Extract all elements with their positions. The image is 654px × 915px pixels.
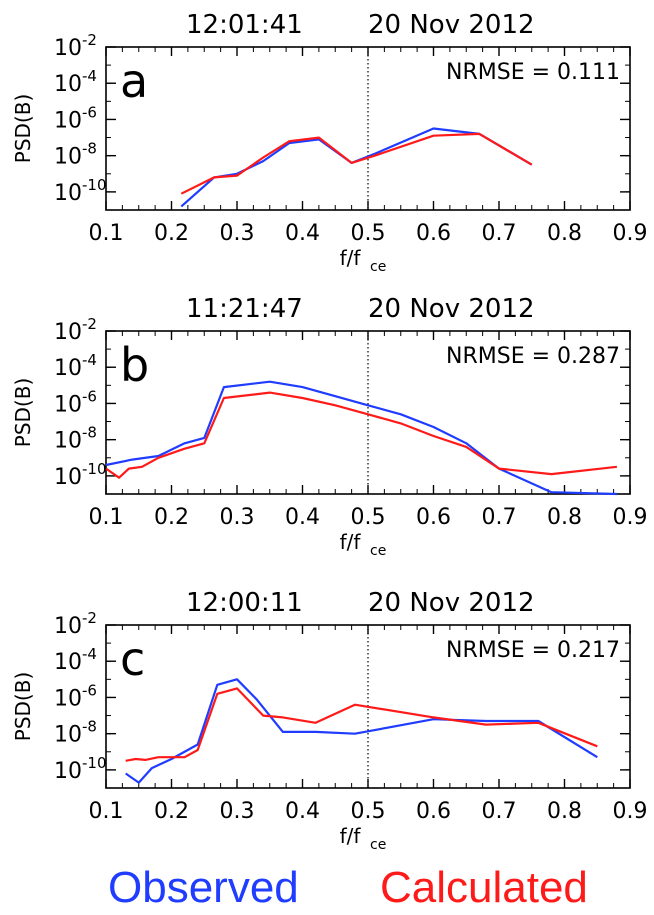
y-tick-label-base: 10 bbox=[54, 145, 82, 170]
x-tick-label: 0.8 bbox=[547, 799, 582, 824]
y-tick-label-base: 10 bbox=[54, 650, 82, 675]
x-tick-label: 0.6 bbox=[416, 221, 451, 246]
x-tick-label: 0.1 bbox=[89, 221, 124, 246]
y-axis-label: PSD(B) bbox=[11, 378, 35, 447]
panels: 12:01:41 20 Nov 2012 0.1 0.2 0.3 0.4 0.5 0.6 0.7… bbox=[11, 10, 648, 853]
y-tick-label-exponent: -2 bbox=[82, 31, 97, 49]
series-line-observed bbox=[180, 127, 533, 208]
y-tick-label-base: 10 bbox=[54, 465, 82, 490]
x-axis-label-subscript: ce bbox=[370, 259, 386, 275]
x-tick-label: 0.4 bbox=[285, 505, 320, 530]
y-tick-label-base: 10 bbox=[54, 36, 82, 61]
series-line-calculated bbox=[180, 132, 533, 195]
y-tick-label-base: 10 bbox=[54, 181, 82, 206]
y-tick-label-base: 10 bbox=[54, 429, 82, 454]
x-tick-label: 0.6 bbox=[416, 505, 451, 530]
x-tick-label: 0.5 bbox=[351, 505, 386, 530]
x-axis-label: f/f bbox=[340, 824, 362, 848]
x-tick-label: 0.9 bbox=[613, 221, 648, 246]
y-tick-label-base: 10 bbox=[54, 759, 82, 784]
x-tick-label: 0.7 bbox=[482, 799, 517, 824]
x-tick-label: 0.6 bbox=[416, 799, 451, 824]
y-tick-label-base: 10 bbox=[54, 108, 82, 133]
series-line-observed bbox=[105, 380, 617, 496]
panel-c: 12:00:11 20 Nov 2012 0.1 0.2 0.3 0.4 0.5 0.6 0.7… bbox=[11, 588, 648, 853]
panel-title-date: 20 Nov 2012 bbox=[368, 294, 535, 324]
x-tick-label: 0.7 bbox=[482, 505, 517, 530]
y-tick-label-base: 10 bbox=[54, 614, 82, 639]
y-tick-label-exponent: -6 bbox=[82, 103, 97, 121]
x-tick-label: 0.4 bbox=[285, 221, 320, 246]
nrmse-annotation: NRMSE = 0.111 bbox=[446, 60, 620, 85]
x-tick-label: 0.3 bbox=[220, 505, 255, 530]
nrmse-annotation: NRMSE = 0.217 bbox=[446, 638, 620, 663]
y-tick-label-exponent: -8 bbox=[82, 718, 97, 736]
x-tick-label: 0.3 bbox=[220, 221, 255, 246]
y-axis-label: PSD(B) bbox=[11, 94, 35, 163]
y-tick-label-base: 10 bbox=[54, 356, 82, 381]
x-tick-label: 0.5 bbox=[351, 221, 386, 246]
legend: Observed Calculated bbox=[108, 863, 588, 912]
y-tick-label-base: 10 bbox=[54, 723, 82, 748]
x-axis-label: f/f bbox=[340, 530, 362, 554]
x-tick-label: 0.9 bbox=[613, 505, 648, 530]
x-tick-label: 0.8 bbox=[547, 221, 582, 246]
y-tick-label-exponent: -8 bbox=[82, 140, 97, 158]
y-axis-label: PSD(B) bbox=[11, 672, 35, 741]
series-line-calculated bbox=[105, 391, 618, 479]
x-tick-label: 0.1 bbox=[89, 505, 124, 530]
y-tick-label-exponent: -6 bbox=[82, 681, 97, 699]
panel-title-time: 12:01:41 bbox=[186, 10, 303, 40]
legend-observed: Observed bbox=[108, 863, 299, 912]
series-line-calculated bbox=[125, 687, 598, 762]
y-tick-label-exponent: -4 bbox=[82, 67, 97, 85]
panel-b: 11:21:47 20 Nov 2012 0.1 0.2 0.3 0.4 0.5 0.6 0.7… bbox=[11, 294, 648, 559]
y-tick-label-exponent: -4 bbox=[82, 645, 97, 663]
y-tick-label-exponent: -6 bbox=[82, 387, 97, 405]
y-tick-label-exponent: -10 bbox=[82, 460, 107, 478]
x-tick-label: 0.3 bbox=[220, 799, 255, 824]
panel-a: 12:01:41 20 Nov 2012 0.1 0.2 0.3 0.4 0.5 0.6 0.7… bbox=[11, 10, 648, 275]
x-axis-label-subscript: ce bbox=[370, 837, 386, 853]
series-line-observed bbox=[125, 678, 598, 784]
x-tick-label: 0.9 bbox=[613, 799, 648, 824]
y-tick-label-base: 10 bbox=[54, 392, 82, 417]
y-tick-label-exponent: -10 bbox=[82, 176, 107, 194]
panel-title-date: 20 Nov 2012 bbox=[368, 588, 535, 618]
x-tick-label: 0.8 bbox=[547, 505, 582, 530]
y-tick-label-exponent: -10 bbox=[82, 754, 107, 772]
y-tick-label-base: 10 bbox=[54, 72, 82, 97]
y-tick-label-base: 10 bbox=[54, 320, 82, 345]
y-tick-label-exponent: -4 bbox=[82, 351, 97, 369]
y-tick-label-exponent: -2 bbox=[82, 609, 97, 627]
x-tick-label: 0.2 bbox=[154, 505, 189, 530]
x-tick-label: 0.2 bbox=[154, 799, 189, 824]
panel-title-date: 20 Nov 2012 bbox=[368, 10, 535, 40]
y-tick-label-exponent: -8 bbox=[82, 424, 97, 442]
x-axis-label-subscript: ce bbox=[370, 543, 386, 559]
panel-letter: b bbox=[120, 338, 149, 392]
x-axis-label: f/f bbox=[340, 246, 362, 270]
y-tick-label-exponent: -2 bbox=[82, 315, 97, 333]
x-tick-label: 0.5 bbox=[351, 799, 386, 824]
x-tick-label: 0.1 bbox=[89, 799, 124, 824]
legend-calculated: Calculated bbox=[380, 863, 588, 912]
x-tick-label: 0.2 bbox=[154, 221, 189, 246]
y-tick-label-base: 10 bbox=[54, 686, 82, 711]
nrmse-annotation: NRMSE = 0.287 bbox=[446, 344, 620, 369]
x-tick-label: 0.7 bbox=[482, 221, 517, 246]
panel-title-time: 12:00:11 bbox=[186, 588, 303, 618]
x-tick-label: 0.4 bbox=[285, 799, 320, 824]
panel-letter: a bbox=[120, 54, 148, 108]
panel-title-time: 11:21:47 bbox=[186, 294, 303, 324]
panel-letter: c bbox=[120, 632, 145, 686]
